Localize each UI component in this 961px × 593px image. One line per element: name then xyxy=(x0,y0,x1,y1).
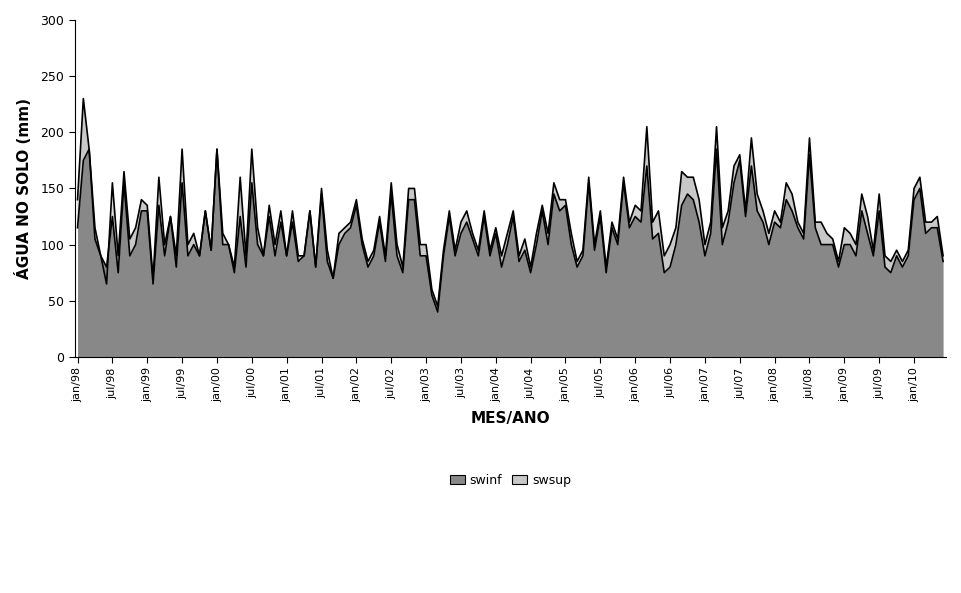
X-axis label: MES/ANO: MES/ANO xyxy=(471,411,550,426)
Y-axis label: ÁGUA NO SOLO (mm): ÁGUA NO SOLO (mm) xyxy=(15,98,32,279)
Legend: swinf, swsup: swinf, swsup xyxy=(445,469,577,492)
